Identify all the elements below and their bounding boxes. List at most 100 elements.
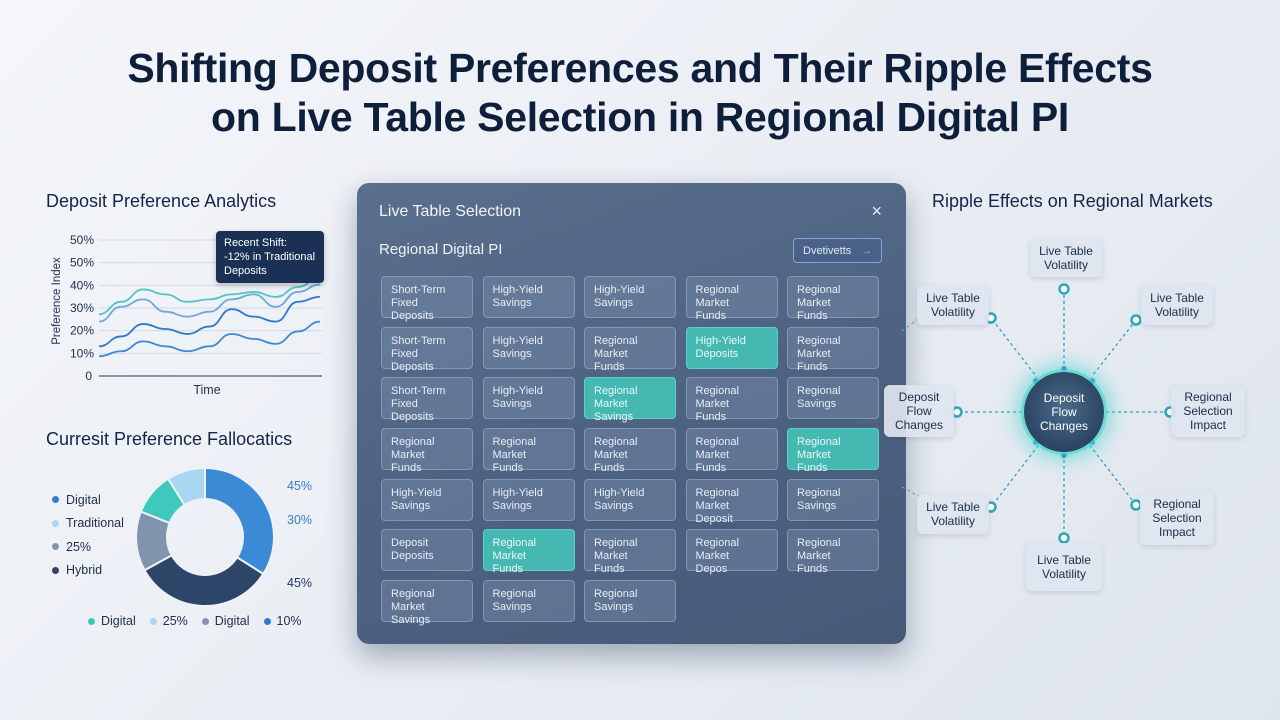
- cell-label-line: Savings: [492, 347, 532, 360]
- table-option-cell[interactable]: Short-Term Fixed Deposits: [381, 377, 473, 423]
- cell-label-line: Funds: [594, 360, 625, 373]
- ripple-node[interactable]: Live Table Volatility: [917, 285, 989, 325]
- cell-label-line: Regional Market: [695, 537, 739, 563]
- table-option-cell[interactable]: Regional Market Savings: [381, 580, 473, 626]
- view-details-label: Dvetivetts: [803, 244, 852, 257]
- cell-label-line: Savings: [391, 614, 431, 627]
- ripple-node[interactable]: Live Table Volatility: [1026, 543, 1102, 591]
- table-option-cell[interactable]: Regional Market Funds: [685, 276, 778, 322]
- table-option-cell[interactable]: Regional Market Savings: [584, 377, 676, 423]
- ripple-node[interactable]: Live Table Volatility: [1030, 239, 1102, 277]
- legend-dot: [52, 543, 59, 551]
- page-title-line-2: on Live Table Selection in Regional Digi…: [211, 94, 1069, 140]
- cell-label-line: High-Yield: [695, 334, 746, 347]
- donut-slice: [204, 466, 275, 576]
- table-option-cell[interactable]: Regional Market Funds: [787, 326, 879, 373]
- node-label-line: Deposit: [898, 390, 940, 404]
- cell-label-line: Regional: [797, 385, 841, 398]
- cell-label-line: Deposit: [391, 537, 429, 550]
- table-option-cell[interactable]: Short-Term Fixed Deposits: [381, 326, 473, 373]
- legend-label: Digital: [101, 614, 136, 628]
- node-label-line: Volatility: [1154, 305, 1200, 319]
- node-label-line: Live Table: [1039, 244, 1093, 258]
- node-label-line: Volatility: [1041, 567, 1087, 581]
- hub-deposit-flow-changes[interactable]: Deposit Flow Changes: [1024, 372, 1104, 452]
- table-option-cell[interactable]: Regional Market Depos: [685, 529, 778, 575]
- table-option-cell[interactable]: Regional Market Funds: [787, 529, 879, 575]
- legend-label: 10%: [276, 614, 302, 628]
- node-label-line: Volatility: [930, 514, 976, 528]
- ripple-node[interactable]: Live Table Volatility: [917, 494, 989, 534]
- node-label-line: Volatility: [1043, 258, 1089, 272]
- table-option-cell[interactable]: Regional Savings: [584, 580, 676, 623]
- legend-label: Digital: [214, 614, 250, 628]
- node-label-line: Impact: [1189, 418, 1226, 432]
- cell-label-line: Regional: [492, 588, 536, 601]
- table-option-cell[interactable]: Regional Savings: [787, 478, 879, 521]
- table-option-cell[interactable]: High-Yield Savings: [584, 478, 676, 521]
- node-label-line: Regional: [1184, 390, 1232, 404]
- cell-label-line: Short-Term: [391, 334, 446, 347]
- cell-label-line: Savings: [594, 499, 634, 512]
- cell-label-line: Funds: [797, 360, 828, 373]
- table-option-cell[interactable]: High-Yield Savings: [584, 276, 676, 318]
- ripple-node[interactable]: Regional Selection Impact: [1140, 491, 1214, 545]
- cell-label-line: Savings: [492, 297, 532, 309]
- connector-endpoint: [1058, 283, 1070, 295]
- legend-label: 25%: [66, 539, 92, 554]
- y-tick-label: 20%: [70, 324, 94, 338]
- table-option-cell[interactable]: High-Yield Savings: [482, 326, 575, 369]
- table-option-cell[interactable]: Regional Market Deposit: [685, 478, 778, 525]
- donut-percent-label: 30%: [287, 513, 313, 527]
- table-option-cell[interactable]: Regional Market Funds: [584, 326, 676, 373]
- allocation-bottom-legend: Digital 25% Digital 10%: [88, 614, 316, 628]
- ripple-node[interactable]: Deposit Flow Changes: [884, 385, 954, 437]
- cell-label-line: Fixed Deposits: [391, 297, 434, 322]
- table-option-cell[interactable]: Regional Market Funds: [685, 377, 778, 423]
- cell-label-line: Savings: [594, 297, 634, 309]
- y-tick-label: 10%: [70, 346, 94, 360]
- donut-percent-label: 45%: [287, 576, 313, 590]
- hub-port-dot: [1059, 450, 1069, 460]
- legend-dot: [52, 519, 59, 527]
- node-label-line: Selection: [1183, 404, 1233, 418]
- table-option-cell[interactable]: High-Yield Deposits: [685, 326, 778, 369]
- table-option-cell[interactable]: Regional Market Funds: [584, 529, 676, 575]
- y-tick-label: 50%: [70, 256, 94, 270]
- table-option-cell[interactable]: High-Yield Savings: [482, 478, 575, 521]
- view-details-button[interactable]: Dvetivetts →: [793, 238, 882, 263]
- table-option-cell[interactable]: Regional Market Funds: [482, 529, 575, 575]
- node-label-line: Regional: [1153, 497, 1201, 511]
- table-option-cell[interactable]: Regional Market Funds: [787, 276, 879, 322]
- table-option-cell[interactable]: Short-Term Fixed Deposits: [381, 276, 473, 322]
- table-option-cell[interactable]: High-Yield Savings: [482, 276, 575, 318]
- cell-label-line: Regional Market: [797, 537, 841, 563]
- cell-label-line: Short-Term: [391, 385, 446, 398]
- cell-label-line: Savings: [492, 499, 532, 512]
- y-tick-label: 0: [85, 369, 92, 383]
- table-option-cell[interactable]: High-Yield Savings: [482, 377, 575, 420]
- cell-label-line: Regional Market: [695, 436, 739, 462]
- close-icon[interactable]: ×: [871, 201, 882, 221]
- table-option-cell[interactable]: Regional Market Funds: [685, 428, 778, 474]
- series-line: [98, 283, 321, 323]
- cell-label-line: High-Yield: [594, 284, 645, 296]
- table-option-cell[interactable]: Regional Savings: [787, 377, 879, 420]
- cell-label-line: Regional Market: [695, 284, 739, 309]
- ripple-node[interactable]: Live Table Volatility: [1141, 285, 1213, 325]
- table-option-cell[interactable]: Regional Market Funds: [482, 428, 575, 474]
- table-option-cell[interactable]: Regional Market Funds: [584, 428, 676, 474]
- table-option-cell[interactable]: Regional Market Funds: [381, 428, 473, 474]
- legend-dot: [201, 617, 209, 625]
- cell-label-line: Regional Market: [695, 486, 739, 512]
- table-option-cell[interactable]: Deposit Deposits: [381, 529, 473, 572]
- ripple-node[interactable]: Regional Selection Impact: [1171, 385, 1245, 437]
- recent-shift-callout: Recent Shift: -12% in Traditional Deposi…: [216, 231, 324, 283]
- table-option-cell[interactable]: Regional Savings: [482, 580, 575, 623]
- cell-label-line: Funds: [695, 462, 727, 475]
- cell-label-line: Regional Market: [797, 436, 841, 462]
- y-axis-label: Preference Index: [51, 257, 63, 345]
- table-option-cell[interactable]: Regional Market Funds: [787, 428, 879, 474]
- node-label-line: Impact: [1158, 525, 1195, 539]
- table-option-cell[interactable]: High-Yield Savings: [381, 478, 473, 521]
